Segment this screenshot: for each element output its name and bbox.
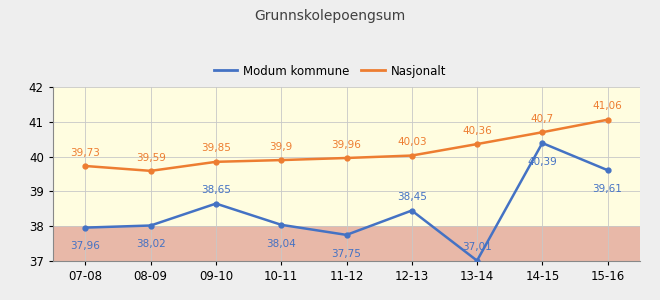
Text: 39,59: 39,59 [136,152,166,163]
Text: 37,01: 37,01 [462,242,492,252]
Bar [53,226,640,261]
Text: 38,04: 38,04 [267,239,296,249]
Text: 39,96: 39,96 [331,140,362,150]
Text: 39,9: 39,9 [269,142,293,152]
Text: 39,85: 39,85 [201,143,231,154]
Text: 39,61: 39,61 [593,184,622,194]
Text: 40,36: 40,36 [462,126,492,136]
Text: 37,96: 37,96 [71,242,100,251]
Text: 40,39: 40,39 [527,157,557,167]
Legend: Modum kommune, Nasjonalt: Modum kommune, Nasjonalt [209,60,451,82]
Text: 38,02: 38,02 [136,239,166,249]
Text: Grunnskolepoengsum: Grunnskolepoengsum [254,9,406,23]
Text: 40,03: 40,03 [397,137,426,147]
Text: 37,75: 37,75 [331,249,362,259]
Text: 38,65: 38,65 [201,185,231,195]
Text: 38,45: 38,45 [397,192,427,202]
Text: 39,73: 39,73 [71,148,100,158]
Text: 40,7: 40,7 [531,114,554,124]
Text: 41,06: 41,06 [593,101,622,111]
